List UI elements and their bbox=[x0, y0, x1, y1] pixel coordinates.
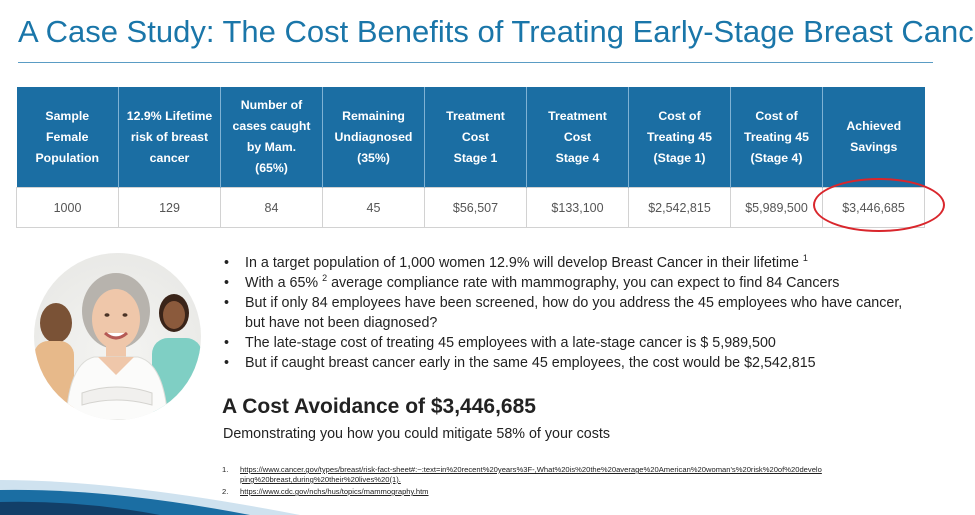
reference-link[interactable]: https://www.cdc.gov/nchs/hus/topics/mamm… bbox=[240, 487, 429, 496]
decorative-wave bbox=[0, 480, 300, 515]
list-item: The late-stage cost of treating 45 emplo… bbox=[222, 333, 922, 353]
table-row: 1000 129 84 45 $56,507 $133,100 $2,542,8… bbox=[16, 187, 925, 228]
women-group-photo-icon bbox=[34, 253, 201, 420]
cost-avoidance-headline: A Cost Avoidance of $3,446,685 bbox=[222, 395, 536, 418]
header-treatment-cost-stage1: Treatment Cost Stage 1 bbox=[424, 87, 527, 188]
header-cost-treating-stage1: Cost of Treating 45 (Stage 1) bbox=[628, 87, 731, 188]
reference-link[interactable]: https://www.cancer.gov/types/breast/risk… bbox=[240, 465, 822, 484]
savings-highlight-circle bbox=[813, 178, 945, 232]
table-header-row: Sample Female Population 12.9% Lifetime ris… bbox=[16, 87, 925, 188]
cell-treating-stage1: $2,542,815 bbox=[628, 187, 731, 228]
reference-number: 1. bbox=[222, 465, 229, 474]
header-cases-caught: Number of cases caught by Mam. (65%) bbox=[220, 87, 323, 188]
mitigation-subheadline: Demonstrating you how you could mitigate… bbox=[223, 426, 611, 442]
reference-number: 2. bbox=[222, 487, 229, 496]
page-title: A Case Study: The Cost Benefits of Treat… bbox=[18, 14, 975, 49]
list-item: But if caught breast cancer early in the… bbox=[222, 353, 922, 373]
header-sample-population: Sample Female Population bbox=[16, 87, 119, 188]
cell-treating-stage4: $5,989,500 bbox=[730, 187, 823, 228]
cell-cost-stage1: $56,507 bbox=[424, 187, 527, 228]
cost-table: Sample Female Population 12.9% Lifetime ris… bbox=[16, 87, 925, 228]
key-points-list: In a target population of 1,000 women 12… bbox=[222, 253, 922, 373]
cell-cost-stage4: $133,100 bbox=[526, 187, 629, 228]
reference-item: 2. https://www.cdc.gov/nchs/hus/topics/m… bbox=[222, 487, 822, 497]
list-item: But if only 84 employees have been scree… bbox=[222, 293, 922, 333]
list-item: With a 65% 2 average compliance rate wit… bbox=[222, 273, 922, 293]
cell-cases-caught: 84 bbox=[220, 187, 323, 228]
title-divider bbox=[18, 62, 933, 63]
header-cost-treating-stage4: Cost of Treating 45 (Stage 4) bbox=[730, 87, 823, 188]
header-remaining-undiagnosed: Remaining Undiagnosed (35%) bbox=[322, 87, 425, 188]
reference-item: 1. https://www.cancer.gov/types/breast/r… bbox=[222, 465, 822, 485]
header-achieved-savings: Achieved Savings bbox=[822, 87, 925, 188]
cell-remaining: 45 bbox=[322, 187, 425, 228]
references: 1. https://www.cancer.gov/types/breast/r… bbox=[222, 465, 822, 497]
cell-population: 1000 bbox=[16, 187, 119, 228]
cell-lifetime-risk: 129 bbox=[118, 187, 221, 228]
header-treatment-cost-stage4: Treatment Cost Stage 4 bbox=[526, 87, 629, 188]
list-item: In a target population of 1,000 women 12… bbox=[222, 253, 922, 273]
header-lifetime-risk: 12.9% Lifetime risk of breast cancer bbox=[118, 87, 221, 188]
